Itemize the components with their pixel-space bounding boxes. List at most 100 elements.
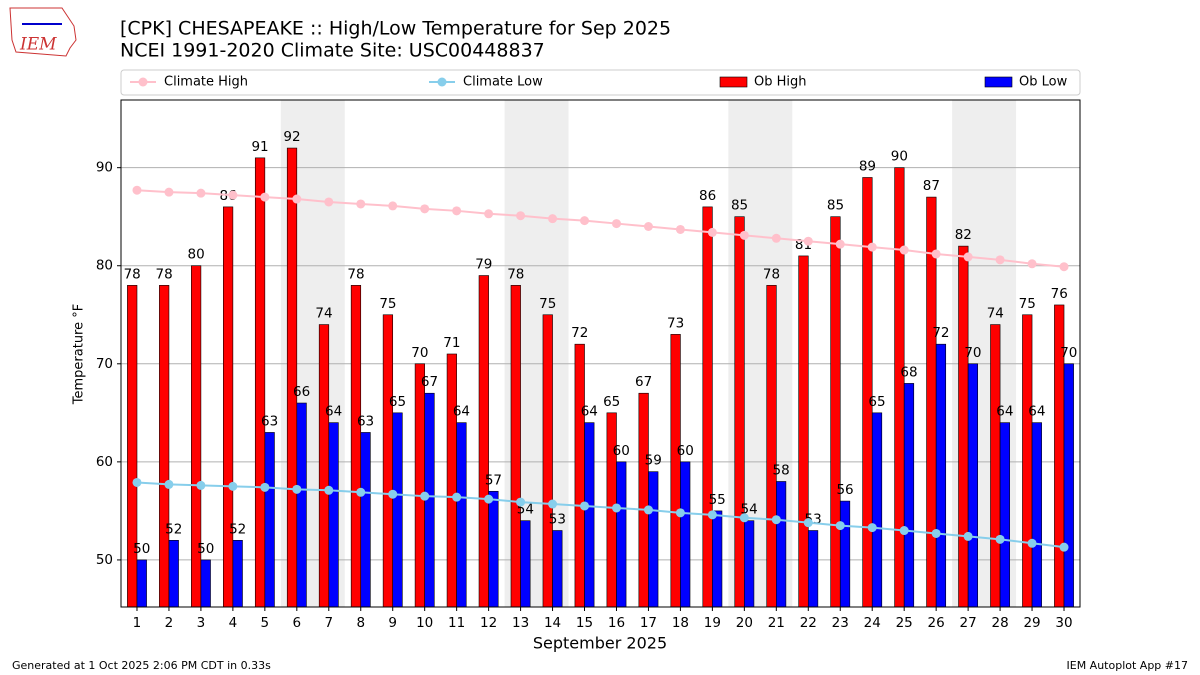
bar	[702, 206, 713, 608]
point	[899, 245, 909, 255]
value-label: 64	[996, 404, 1013, 420]
legend-box	[120, 69, 1081, 96]
bar	[392, 412, 403, 608]
bar	[478, 275, 489, 608]
point	[356, 487, 366, 497]
point	[771, 233, 781, 243]
value-label: 78	[156, 266, 173, 282]
bar	[990, 324, 1001, 608]
x-tick-label: 15	[576, 615, 593, 631]
bar	[871, 412, 883, 608]
y-axis-title: Temperature °F	[72, 304, 87, 405]
value-label: 78	[763, 266, 780, 282]
value-label: 60	[613, 443, 630, 459]
point	[963, 252, 973, 262]
value-label: 78	[347, 266, 364, 282]
point	[1059, 262, 1069, 272]
bar	[584, 422, 595, 608]
point	[324, 197, 334, 207]
point	[132, 477, 142, 487]
x-tick-label: 1	[133, 615, 142, 631]
bar	[1063, 363, 1074, 608]
value-label: 92	[283, 129, 300, 145]
value-label: 59	[645, 453, 662, 469]
bar	[232, 540, 243, 608]
x-tick-label: 30	[1055, 615, 1072, 631]
point	[580, 216, 590, 226]
point	[611, 503, 621, 513]
bar	[542, 314, 553, 608]
x-tick-label: 28	[991, 615, 1008, 631]
point	[643, 222, 653, 232]
value-label: 68	[900, 364, 917, 380]
x-tick-label: 22	[800, 615, 817, 631]
point	[771, 515, 781, 525]
footer-right: IEM Autoplot App #17	[1067, 659, 1189, 672]
value-label: 85	[827, 198, 844, 214]
y-tick-label: 70	[96, 356, 113, 372]
point	[707, 227, 717, 237]
bar	[488, 490, 499, 608]
value-label: 53	[549, 512, 566, 528]
bar	[552, 530, 563, 608]
x-tick-label: 26	[928, 615, 945, 631]
legend-label: Ob Low	[1019, 75, 1068, 90]
bar	[318, 324, 330, 608]
x-tick-label: 21	[768, 615, 785, 631]
point	[867, 242, 877, 252]
value-label: 63	[261, 413, 278, 429]
value-label: 56	[836, 482, 853, 498]
bar	[328, 422, 339, 608]
bar	[999, 422, 1010, 608]
point	[867, 523, 877, 533]
point	[1027, 538, 1037, 548]
x-tick-label: 7	[324, 615, 333, 631]
point	[548, 499, 558, 509]
bar	[744, 520, 755, 608]
point	[420, 204, 430, 214]
bar	[360, 432, 371, 608]
value-label: 70	[411, 345, 428, 361]
x-tick-label: 4	[229, 615, 238, 631]
x-tick-label: 27	[960, 615, 977, 631]
bar	[456, 422, 467, 608]
value-label: 63	[357, 413, 374, 429]
value-label: 73	[667, 315, 684, 331]
value-label: 87	[923, 178, 940, 194]
value-label: 50	[197, 541, 214, 557]
value-label: 89	[859, 158, 876, 174]
bar	[798, 255, 809, 608]
legend-swatch	[719, 76, 748, 88]
bar	[414, 363, 425, 608]
point	[324, 485, 334, 495]
value-label: 85	[731, 198, 748, 214]
line	[136, 189, 1065, 268]
value-label: 64	[453, 404, 470, 420]
point	[164, 479, 174, 489]
point	[516, 497, 526, 507]
value-label: 76	[1051, 286, 1068, 302]
x-tick-label: 11	[448, 615, 465, 631]
bar	[168, 540, 179, 608]
bar	[807, 530, 819, 608]
value-label: 65	[603, 394, 620, 410]
point	[931, 249, 941, 259]
bar	[296, 402, 307, 608]
legend-marker	[437, 77, 447, 87]
value-label: 55	[709, 492, 726, 508]
point	[995, 255, 1005, 265]
value-label: 71	[443, 335, 460, 351]
value-label: 70	[964, 345, 981, 361]
point	[516, 211, 526, 221]
value-label: 67	[421, 374, 438, 390]
point	[132, 185, 142, 195]
point	[963, 531, 973, 541]
x-tick-label: 24	[864, 615, 881, 631]
value-label: 52	[165, 521, 182, 537]
bar	[159, 285, 170, 608]
point	[835, 239, 845, 249]
value-label: 82	[955, 227, 972, 243]
x-tick-label: 20	[736, 615, 753, 631]
bar	[670, 334, 681, 608]
